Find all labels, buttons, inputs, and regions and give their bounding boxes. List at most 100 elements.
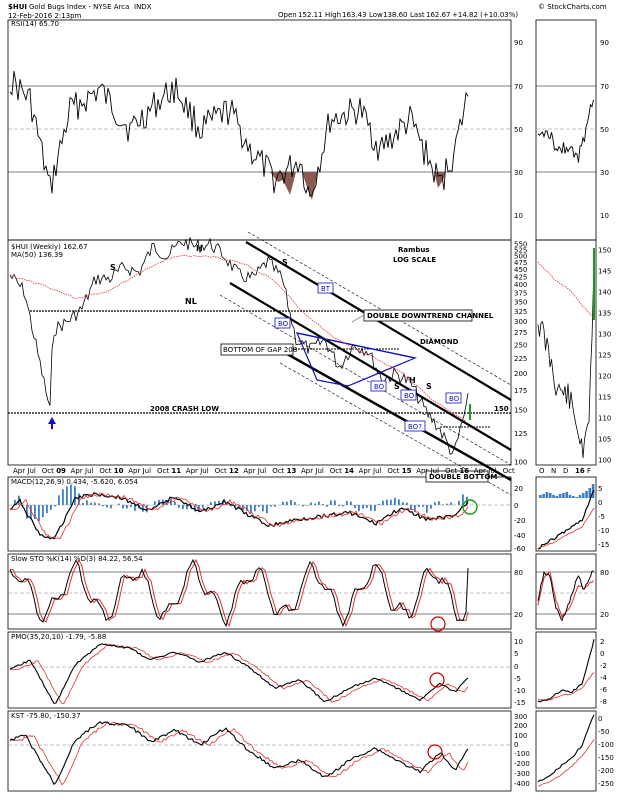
kst-tick: -400 (514, 780, 530, 788)
price-panel-frame (7, 239, 512, 466)
macd-hist-bar (22, 505, 24, 506)
macd-hist-bar (374, 505, 376, 511)
header-date: 12-Feb-2016 2:13pm (8, 12, 82, 20)
pmo-small-tick: 2 (600, 638, 604, 646)
price-legend-symbol: $HUI (Weekly) 162.67 (11, 243, 88, 251)
macd-hist-bar (354, 505, 356, 509)
annot-nl: NL (185, 297, 197, 306)
price-tick: 400 (514, 281, 527, 289)
macd-hist-bar (406, 502, 408, 505)
macd-hist-bar (450, 502, 452, 505)
price-tick: 450 (514, 266, 527, 274)
pmo-small-tick: -2 (600, 662, 607, 670)
x-small-tick-label: 16 (575, 467, 585, 475)
macd-hist-bar (30, 505, 32, 519)
macd-small-hist-bar (539, 495, 542, 498)
x-tick-label: Oct (42, 467, 54, 475)
x-tick-label: 12 (229, 467, 239, 475)
macd-hist-bar (326, 505, 328, 507)
pmo-panel: PMO(35,20,10) -1.79, -5.88 10 5 0 -5 -10… (8, 633, 608, 707)
annot-s1: S (110, 263, 116, 272)
rsi-line (9, 71, 469, 198)
macd-hist-bar (54, 505, 56, 507)
macd-hist-bar (110, 505, 112, 509)
price-small-tick: 150 (598, 247, 611, 255)
macd-panel: MACD(12,26,9) 0.434, -5.620, 6.054 20 0 … (8, 478, 609, 553)
rsi-tick: 50 (514, 126, 523, 134)
sto-small-k-line (537, 570, 594, 622)
rsi-tick: 30 (514, 169, 523, 177)
sto-tick: 80 (514, 569, 523, 577)
rsi-small-tick: 70 (600, 83, 609, 91)
macd-hist-bar (182, 505, 184, 509)
x-tick-label: Oct (387, 467, 399, 475)
x-small-tick-label: O (539, 467, 545, 475)
macd-hist-bar (346, 500, 348, 505)
macd-hist-bar (14, 499, 16, 505)
pmo-tick: 5 (514, 650, 518, 658)
macd-hist-bar (338, 505, 340, 507)
pmo-tick: -10 (514, 687, 525, 695)
header-open-label: Open (278, 11, 297, 19)
sto-tick: 20 (514, 611, 523, 619)
rsi-small-tick: 30 (600, 169, 609, 177)
x-tick-label: 10 (114, 467, 124, 475)
kst-tick: 300 (514, 713, 527, 721)
price-tick: 500 (514, 253, 527, 261)
macd-hist-bar (186, 505, 188, 510)
macd-hist-bar (394, 497, 396, 505)
macd-hist-bar (86, 500, 88, 505)
annot-crash-val: 150 (494, 405, 509, 413)
annot-box (274, 317, 291, 329)
annot-log: LOG SCALE (393, 256, 436, 264)
macd-hist-bar (286, 501, 288, 505)
macd-tick: -20 (514, 517, 525, 525)
pmo-tick: 10 (514, 638, 523, 646)
macd-hist-bar (50, 505, 52, 510)
annot-s4: S (426, 382, 432, 391)
price-tick: 275 (514, 329, 527, 337)
annot-box (363, 309, 473, 322)
macd-hist-bar (38, 505, 40, 522)
annot-channel: DOUBLE DOWNTREND CHANNEL (367, 312, 494, 320)
pmo-small-tick: 0 (600, 650, 604, 658)
macd-hist-bar (322, 504, 324, 505)
pmo-tick: -15 (514, 699, 525, 707)
x-tick-label: Apr (301, 467, 313, 475)
header-last-label: Last (410, 11, 425, 19)
macd-hist-bar (254, 505, 256, 512)
x-tick-label: Apr (243, 467, 255, 475)
x-tick-label: Oct (445, 467, 457, 475)
x-tick-label: Apr (13, 467, 25, 475)
annot-box (445, 392, 462, 404)
x-tick-label: Oct (157, 467, 169, 475)
macd-small-hist-bar (578, 495, 582, 498)
macd-cross-marker (462, 499, 478, 515)
header-last: 162.67 (426, 11, 451, 19)
price-small-frame (535, 239, 597, 466)
macd-hist-bar (214, 501, 216, 505)
macd-hist-bar (398, 499, 400, 505)
price-tick: 300 (514, 318, 527, 326)
annot-bo3: BO (404, 392, 415, 400)
x-tick-label: Oct (215, 467, 227, 475)
x-tick-label: Oct (503, 467, 515, 475)
x-tick-label: Jul (84, 467, 94, 475)
pmo-label: PMO(35,20,10) -1.79, -5.88 (11, 633, 106, 641)
macd-hist-bar (318, 501, 320, 505)
macd-hist-bar (210, 502, 212, 505)
annot-s3: S (394, 382, 400, 391)
x-axis-small: O N D 16 F (539, 467, 591, 475)
macd-hist-bar (118, 503, 120, 505)
rsi-panel-frame (7, 19, 512, 241)
x-tick-label: Jul (257, 467, 267, 475)
header-copyright: © StockCharts.com (538, 3, 607, 11)
header-low-label: Low (369, 11, 383, 19)
price-tick: 100 (514, 459, 527, 467)
annot-box (425, 470, 489, 483)
x-tick-label: 15 (402, 467, 412, 475)
macd-hist-bar (26, 505, 28, 519)
annot-h3: H (409, 376, 416, 385)
macd-small-hist-bar (568, 495, 572, 498)
